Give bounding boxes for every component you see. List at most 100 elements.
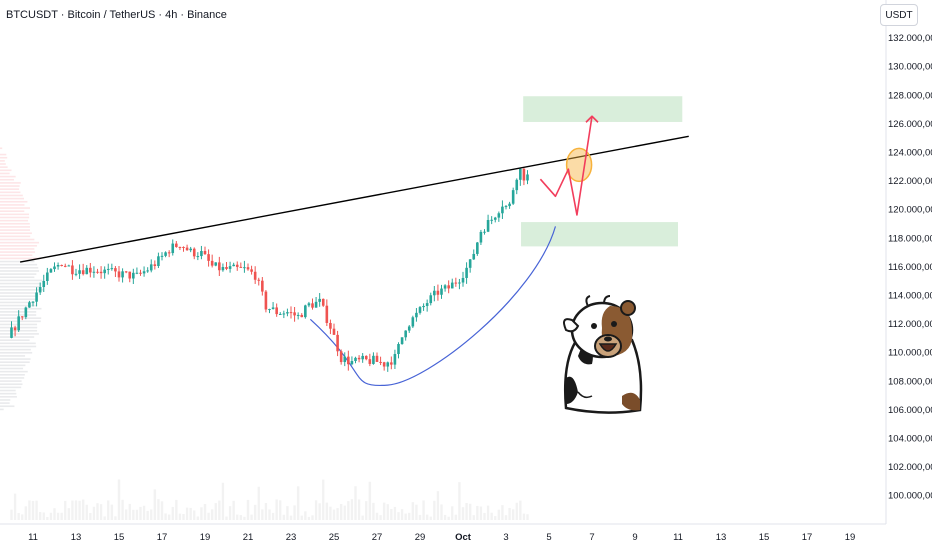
candle xyxy=(490,216,493,225)
volume-bar xyxy=(124,509,128,520)
candle xyxy=(135,267,139,275)
candle-body xyxy=(268,309,271,311)
volume-bar xyxy=(53,508,56,520)
volume-bar xyxy=(228,506,232,520)
candle xyxy=(393,349,397,370)
volume-bar xyxy=(114,516,117,520)
volume-bar xyxy=(286,506,289,520)
volume-profile-bar xyxy=(0,267,39,269)
volume-bar xyxy=(236,514,239,520)
volume-profile-bar xyxy=(0,163,6,165)
x-tick-label: 19 xyxy=(845,532,856,543)
candle-body xyxy=(175,243,178,247)
mascot-paw xyxy=(622,392,640,411)
candle xyxy=(458,278,461,290)
projection-arrowhead xyxy=(585,115,599,123)
candle xyxy=(479,229,483,245)
price-scale[interactable]: 132.000,00 130.000,00 128.000,00 126.000,00… xyxy=(888,33,932,502)
candle xyxy=(189,246,192,253)
zones-layer xyxy=(521,96,683,247)
candle xyxy=(336,330,339,357)
volume-profile-bar xyxy=(0,367,24,370)
candle-body xyxy=(207,254,210,261)
candle xyxy=(357,355,361,363)
volume-bar xyxy=(361,515,364,520)
candle-body xyxy=(479,231,483,243)
candle-body xyxy=(28,302,31,308)
candle xyxy=(526,170,529,185)
candle-body xyxy=(422,305,425,308)
candle xyxy=(250,265,253,275)
x-tick-label: 13 xyxy=(71,532,82,543)
x-tick-label: 15 xyxy=(114,532,125,543)
currency-badge[interactable]: USDT xyxy=(880,4,918,26)
y-tick-label: 108.000,00 xyxy=(888,376,932,387)
candle xyxy=(182,246,185,252)
candle xyxy=(63,263,67,268)
candle-body xyxy=(17,316,20,331)
candle xyxy=(465,262,468,284)
volume-profile-bar xyxy=(0,396,17,398)
time-scale[interactable]: 11 13 15 17 19 21 23 25 27 29 Oct 3 5 7 9 11 13 15 17 19 xyxy=(28,532,855,543)
candle xyxy=(81,263,85,276)
volume-bar xyxy=(461,507,465,520)
candle-body xyxy=(329,322,332,329)
volume-profile-bar xyxy=(0,251,36,253)
candle xyxy=(354,356,357,364)
candle xyxy=(311,298,314,310)
volume-bar xyxy=(336,508,339,520)
candle-body xyxy=(296,314,300,316)
volume-profile-bar xyxy=(0,191,21,194)
candle-body xyxy=(243,267,246,269)
volume-profile-bar xyxy=(0,285,40,288)
candle-body xyxy=(311,303,314,308)
volume-bar xyxy=(35,500,38,520)
cow-mascot xyxy=(563,295,643,414)
mascot-nose xyxy=(604,336,612,342)
volume-profile-bar xyxy=(0,386,22,389)
candle xyxy=(422,303,425,311)
candle-body xyxy=(99,271,103,274)
volume-bar xyxy=(67,508,71,520)
volume-bar xyxy=(246,499,250,520)
candle xyxy=(418,305,422,315)
candle xyxy=(350,356,354,366)
x-tick-label: 21 xyxy=(243,532,254,543)
volume-profile-bar xyxy=(0,194,23,197)
volume-profile-bar xyxy=(0,380,22,382)
x-tick-label: 27 xyxy=(372,532,383,543)
volume-profile-bar xyxy=(0,392,17,395)
x-tick-label: Oct xyxy=(455,532,472,543)
volume-bar xyxy=(203,503,207,520)
candle xyxy=(476,241,479,256)
candle xyxy=(128,271,132,283)
candle xyxy=(332,323,336,335)
candle xyxy=(106,263,110,275)
volume-bar xyxy=(490,512,493,520)
volume-profile-bar xyxy=(0,311,37,313)
volume-bar xyxy=(99,504,103,520)
candle xyxy=(511,187,515,205)
volume-profile-bar xyxy=(0,238,35,241)
volume-profile-bar xyxy=(0,361,30,364)
volume-bar xyxy=(107,500,110,520)
candles-layer xyxy=(10,168,529,372)
volume-profile-bar xyxy=(0,245,38,247)
candle-body xyxy=(493,217,497,220)
candle-body xyxy=(153,264,157,266)
volume-profile-bar xyxy=(0,219,29,222)
candle xyxy=(415,308,418,322)
volume-profile-bar xyxy=(0,197,25,200)
candle-body xyxy=(483,231,486,233)
volume-bar xyxy=(78,500,81,520)
candle-body xyxy=(178,246,182,248)
volume-profile-bar xyxy=(0,235,31,238)
candle xyxy=(407,325,411,333)
candle xyxy=(114,266,117,277)
volume-profile-bar xyxy=(0,166,8,168)
candle xyxy=(146,267,149,273)
volume-profile-bar xyxy=(0,351,33,354)
y-tick-label: 118.000,00 xyxy=(888,233,932,244)
